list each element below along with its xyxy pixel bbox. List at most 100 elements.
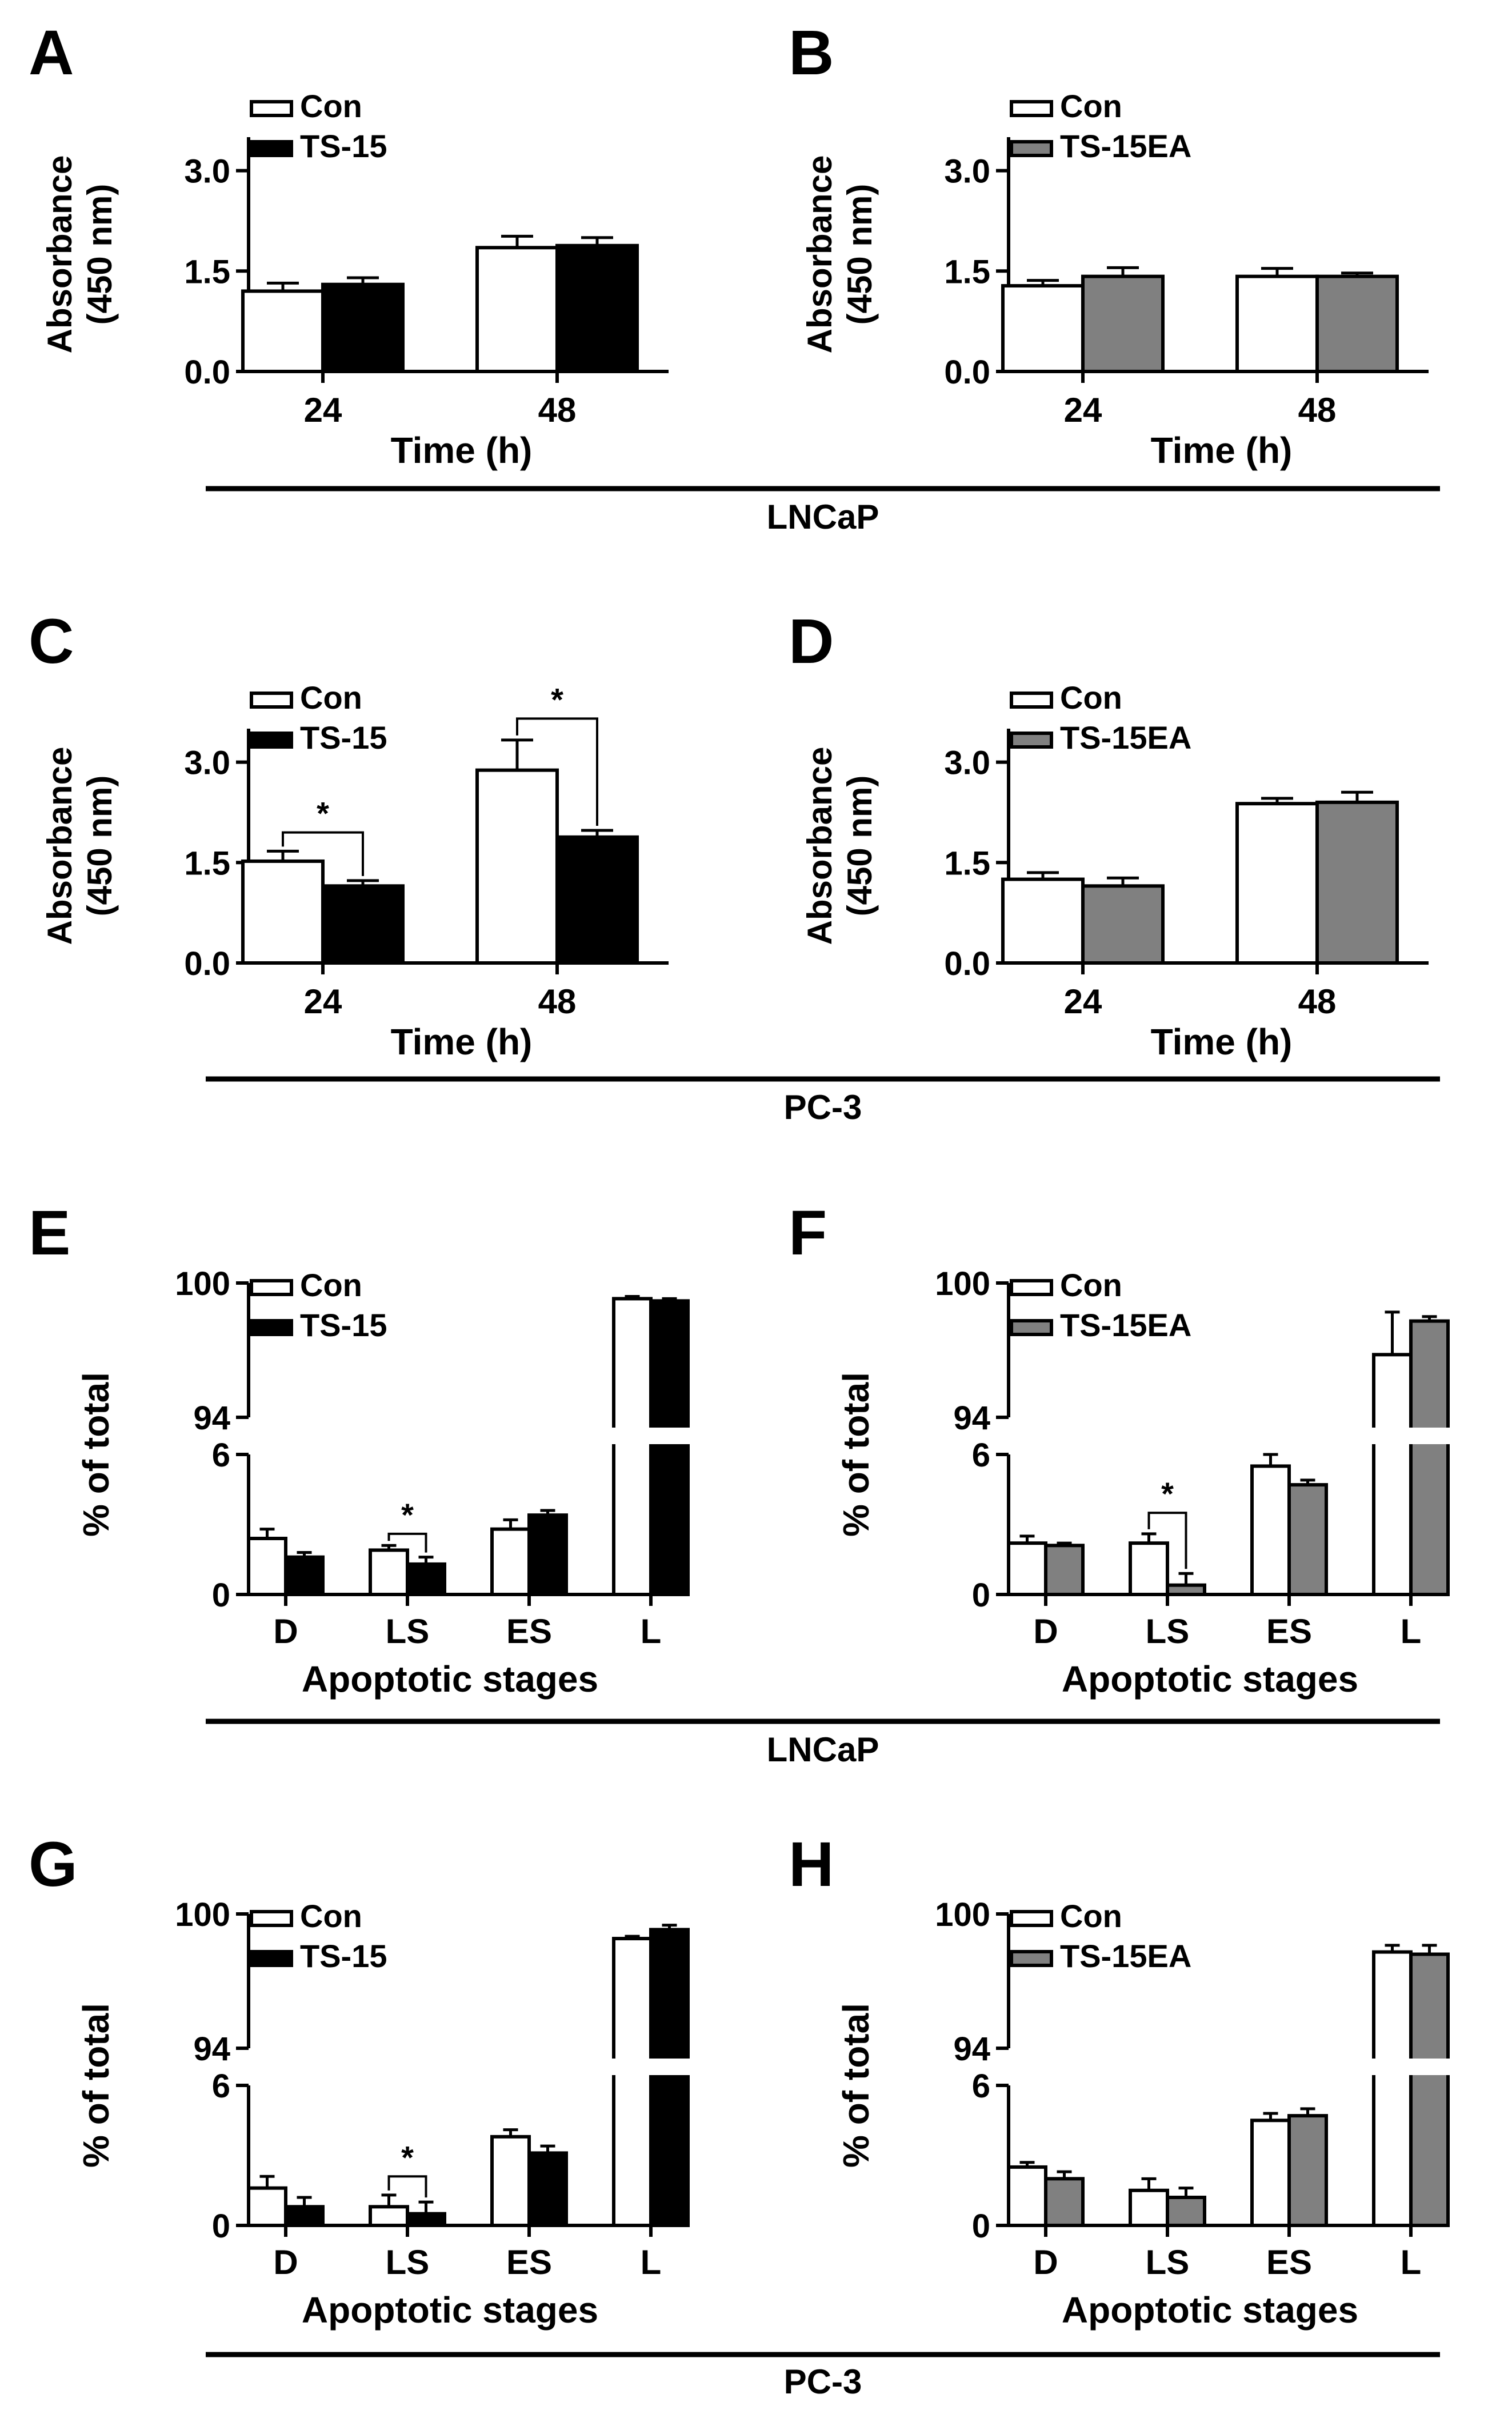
- x-axis-label: Time (h): [391, 1021, 533, 1062]
- x-axis-label: Apoptotic stages: [302, 1658, 598, 1700]
- x-tick-label: 24: [304, 391, 342, 429]
- bar-ts-15-d: [284, 2205, 325, 2227]
- bar-con-l: [1372, 1950, 1413, 2227]
- significance-marker: *: [401, 2139, 414, 2175]
- legend-label: TS-15EA: [1060, 128, 1191, 164]
- legend-swatch-con: [1010, 1279, 1053, 1296]
- y-axis-label: Absorbance: [801, 747, 839, 945]
- bar-con-l: [612, 1937, 653, 2227]
- cell-line-groups: LNCaP PC-3 LNCaP PC-3: [206, 486, 1440, 2401]
- chart-panel-b: B 0.0 1.5 3.0 Absorbance (450 nm) 24 48 Con TS-15…: [789, 18, 1429, 471]
- y-tick-label: 100: [175, 1896, 230, 1933]
- y-axis-label: Absorbance: [41, 155, 79, 354]
- y-axis-label-units: (450 nm): [81, 184, 119, 325]
- chart-panel-f: F 0 694 100 % of total D LS ES L * Con TS-15EA Apopt…: [789, 1198, 1454, 1700]
- y-tick-label: 3.0: [944, 153, 990, 190]
- bar-ts-15-l: [649, 1299, 690, 1596]
- x-tick-label: L: [1401, 1612, 1422, 1650]
- y-axis-label-units: (450 nm): [81, 776, 119, 917]
- bar-con-es: [1250, 1464, 1291, 1597]
- bar-con-ls: [1129, 1541, 1169, 1597]
- bar-con-ls: [1129, 2188, 1169, 2227]
- legend-swatch-ts-15: [250, 1319, 293, 1336]
- x-tick-label: ES: [1266, 1612, 1312, 1650]
- x-tick-label: D: [1033, 1612, 1058, 1650]
- y-tick-label: 0.0: [184, 945, 230, 982]
- panel-label: D: [789, 606, 834, 677]
- y-tick-label: 94: [953, 2031, 990, 2068]
- y-tick-label: 0: [212, 2208, 230, 2245]
- bar-ts-15-ls: [406, 1562, 446, 1597]
- significance-marker: *: [317, 796, 329, 832]
- bar-con-l: [612, 1297, 653, 1597]
- bar-ts-15-d: [284, 1555, 325, 1597]
- x-tick-label: 24: [1064, 391, 1102, 429]
- x-tick-label: LS: [386, 2243, 430, 2281]
- y-tick-label: 0: [972, 2208, 990, 2245]
- bar-con-es: [490, 1527, 531, 1597]
- bar-ts-15ea-es: [1287, 2114, 1328, 2227]
- y-tick-label: 94: [193, 2031, 230, 2068]
- bar-con-48: [1235, 802, 1319, 965]
- legend-label: Con: [300, 1898, 362, 1934]
- chart-panel-g: G 0 694 100 % of total D LS ES L * Con TS-15 Apoptot…: [29, 1829, 694, 2331]
- y-tick-label: 100: [175, 1265, 230, 1302]
- bar-ts-15-ls: [406, 2212, 446, 2227]
- bar-ts-15-es: [527, 2151, 568, 2228]
- panel-label: H: [789, 1829, 834, 1900]
- legend-label: Con: [1060, 1267, 1122, 1303]
- legend-swatch-con: [1010, 100, 1053, 117]
- group-label-lncap-top: LNCaP: [767, 498, 879, 536]
- significance-bracket: [387, 1532, 427, 1553]
- legend-swatch-con: [250, 1279, 293, 1296]
- chart-panel-h: H 0 694 100 % of total D LS ES L Con TS-15EA Apopto…: [789, 1829, 1454, 2331]
- x-axis-label: Apoptotic stages: [1062, 2289, 1358, 2331]
- y-axis-label-units: (450 nm): [841, 776, 879, 917]
- legend-swatch-con: [250, 692, 293, 709]
- y-tick-label: 6: [212, 2068, 230, 2105]
- panel-label: B: [789, 18, 834, 88]
- legend-label: Con: [300, 88, 362, 124]
- group-label-pc3-bottom: PC-3: [784, 2363, 862, 2401]
- group-label-lncap-bottom: LNCaP: [767, 1730, 879, 1769]
- legend-swatch-ts-15ea: [1010, 1319, 1053, 1336]
- y-tick-label: 3.0: [184, 153, 230, 190]
- x-tick-label: LS: [386, 1612, 430, 1650]
- x-tick-label: 48: [1298, 982, 1337, 1021]
- significance-marker: *: [551, 681, 563, 717]
- chart-panel-a: A 0.0 1.5 3.0 Absorbance (450 nm) 24 48 Con TS-15…: [29, 18, 669, 471]
- legend-swatch-ts-15: [250, 732, 293, 749]
- bar-con-48: [1235, 274, 1319, 373]
- significance-bracket: [1147, 1512, 1187, 1569]
- y-tick-label: 6: [212, 1437, 230, 1474]
- axis-break-gap: [1002, 2059, 1430, 2075]
- chart-panel-c: C 0.0 1.5 3.0 Absorbance (450 nm) 24 48 * * Con TS-…: [29, 606, 669, 1062]
- y-axis-label: % of total: [835, 1372, 877, 1537]
- legend-label: TS-15EA: [1060, 720, 1191, 756]
- x-tick-label: 24: [304, 982, 342, 1021]
- y-tick-label: 0: [212, 1577, 230, 1614]
- y-tick-label: 100: [935, 1265, 990, 1302]
- bar-con-48: [475, 246, 559, 373]
- y-tick-label: 1.5: [184, 845, 230, 882]
- legend-label: Con: [300, 1267, 362, 1303]
- bar-ts-15ea-ls: [1166, 2196, 1206, 2227]
- legend-swatch-ts-15: [250, 1950, 293, 1967]
- bar-con-ls: [369, 1548, 409, 1597]
- x-tick-label: LS: [1146, 2243, 1190, 2281]
- bar-con-d: [1007, 2165, 1047, 2228]
- x-tick-label: ES: [506, 2243, 552, 2281]
- legend-label: Con: [300, 680, 362, 716]
- x-tick-label: 48: [538, 982, 577, 1021]
- bar-con-24: [241, 289, 325, 373]
- bar-ts-15ea-48: [1315, 274, 1399, 373]
- bar-con-ls: [369, 2205, 409, 2227]
- y-tick-label: 94: [953, 1400, 990, 1437]
- y-axis-label: Absorbance: [41, 747, 79, 945]
- bar-ts-15ea-d: [1044, 1544, 1085, 1596]
- bar-con-d: [247, 2186, 287, 2228]
- bar-con-l: [1372, 1353, 1413, 1596]
- x-tick-label: 48: [1298, 391, 1337, 429]
